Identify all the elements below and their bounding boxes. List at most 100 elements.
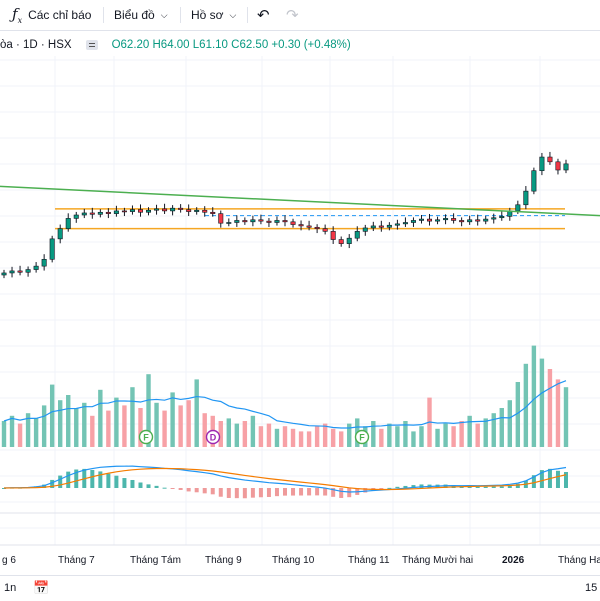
candle-body (242, 220, 248, 223)
range-button[interactable]: 1n (4, 582, 17, 594)
macd-histogram-bar (515, 483, 520, 488)
candle-body (250, 219, 256, 223)
volume-bar (491, 413, 496, 447)
candle-body (378, 225, 384, 228)
macd-histogram-bar (242, 488, 247, 499)
badge-circle (205, 429, 221, 445)
chevron-down-icon: ⌵ (229, 9, 237, 20)
macd-histogram-bar (339, 488, 344, 498)
profile-menu-button[interactable]: Hồ sơ ⌵ (191, 5, 236, 25)
macd-signal-line (3, 467, 567, 491)
macd-histogram-bar (315, 488, 320, 496)
candle-body (563, 163, 569, 171)
volume-bar (74, 408, 79, 447)
volume-bar (186, 400, 191, 447)
volume-bar (443, 423, 448, 447)
volume-bar (451, 426, 456, 447)
candle-body (370, 225, 376, 229)
macd-histogram-bar (539, 470, 544, 488)
candle-body (41, 259, 47, 267)
volume-bar (242, 421, 248, 447)
time-axis: g 6 Tháng 7 Tháng Tám Tháng 9 Tháng 10 Tháng … (0, 544, 600, 566)
candle-body (17, 270, 23, 273)
candle-body (282, 220, 288, 223)
x-tick-label: Tháng Mười hai (402, 555, 473, 566)
volume-bar (146, 374, 151, 447)
volume-bar (41, 405, 47, 447)
macd-histogram-bar (250, 488, 255, 498)
indicators-button[interactable]: ƒx Các chỉ báo (12, 5, 91, 25)
macd-histogram-bar (170, 488, 175, 489)
volume-bar (114, 397, 119, 447)
candle-body (73, 214, 79, 219)
macd-histogram-bar (154, 485, 159, 488)
trend-line[interactable] (0, 185, 600, 217)
volume-bar (130, 387, 135, 447)
macd-histogram-bar (162, 487, 167, 489)
volume-bar (202, 413, 207, 447)
candle-body (81, 212, 87, 216)
volume-bar (523, 363, 529, 447)
candle-body (202, 209, 208, 213)
candle-body (65, 218, 71, 229)
macd-histogram-bar (411, 485, 416, 488)
badge-circle (354, 429, 370, 445)
candle-body (113, 210, 119, 214)
collapse-legend-icon[interactable] (85, 40, 98, 50)
symbol-legend: òa · 1D · HSX O62.20 H64.00 L61.10 C62.5… (0, 36, 351, 54)
candle-body (354, 231, 360, 239)
symbol-name[interactable]: òa · 1D · HSX (0, 39, 72, 51)
volume-bar (419, 426, 424, 447)
candle-body (57, 228, 63, 240)
chart-menu-button[interactable]: Biểu đồ ⌵ (114, 5, 168, 25)
profile-menu-label: Hồ sơ (191, 8, 224, 22)
macd-histogram-bar (2, 488, 6, 489)
badge-circle (138, 429, 154, 445)
macd-histogram-bar (363, 488, 368, 493)
macd-histogram-bar (475, 486, 480, 488)
x-tick-label: Tháng 11 (348, 555, 390, 566)
macd-histogram-bar (74, 469, 79, 488)
calendar-icon[interactable]: 📅 (33, 580, 50, 595)
volume-bar (306, 431, 312, 447)
toolbar-divider (180, 7, 181, 23)
candle-body (402, 222, 408, 225)
price-chart[interactable]: F D F g 6 Tháng 7 Tháng Tám Tháng 9 Tháng 10 Th… (0, 0, 600, 575)
candle-body (298, 224, 304, 227)
candle-body (523, 190, 529, 206)
macd-histogram-bar (379, 488, 384, 490)
candle-body (137, 209, 143, 213)
top-toolbar: ƒx Các chỉ báo Biểu đồ ⌵ Hồ sơ ⌵ ↶ ↷ (0, 0, 600, 30)
candle-body (226, 222, 232, 224)
redo-button[interactable]: ↷ (286, 5, 299, 25)
volume-bar (339, 431, 344, 447)
macd-line (3, 465, 567, 493)
candle-body (491, 217, 497, 220)
candlesticks (1, 151, 569, 279)
candle-body (427, 218, 433, 222)
candle-body (121, 210, 127, 213)
volume-bar (563, 387, 569, 447)
macd-histogram-bar (564, 472, 568, 488)
ohlc-values: O62.20 H64.00 L61.10 C62.50 +0.30 (+0.48… (111, 39, 351, 51)
macd-histogram-bar (274, 488, 279, 497)
candle-body (210, 211, 216, 214)
macd-histogram-bar (106, 473, 111, 488)
volume-bar (98, 389, 103, 447)
badge-letter: D (210, 433, 217, 443)
badge-letter: F (359, 433, 365, 443)
macd-histogram-bar (323, 488, 328, 496)
undo-icon: ↶ (257, 7, 270, 24)
candle-body (338, 239, 344, 244)
candle-body (435, 219, 441, 222)
undo-button[interactable]: ↶ (257, 5, 270, 25)
macd-histogram-bar (531, 475, 536, 488)
volume-bar (467, 415, 472, 447)
candle-body (162, 208, 168, 212)
candle-body (346, 237, 352, 244)
event-badge: F (138, 429, 154, 445)
toolbar-border (0, 30, 600, 31)
macd-histogram-bar (210, 488, 215, 495)
macd-histogram-bar (178, 488, 183, 490)
